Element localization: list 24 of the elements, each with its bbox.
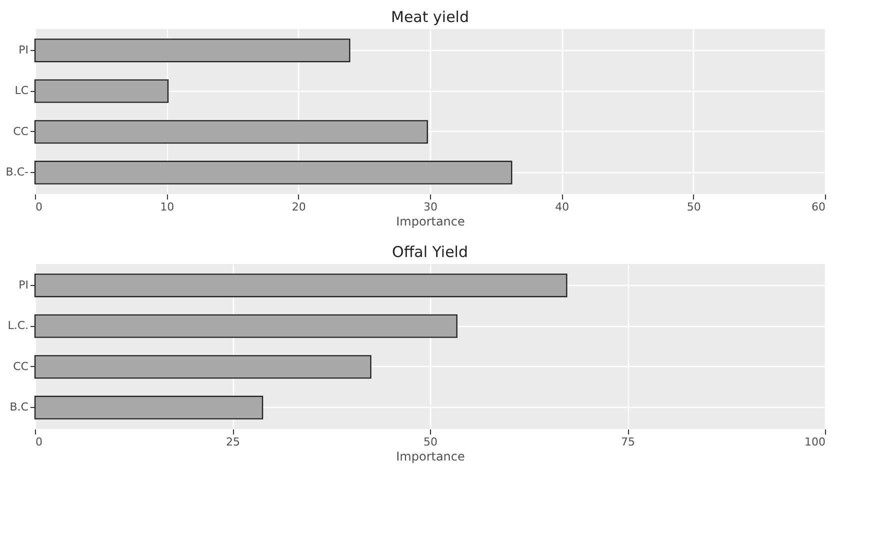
chart-title: Meat yield <box>391 8 469 26</box>
x-tick-label: 60 <box>812 200 826 214</box>
x-tick-label: 50 <box>424 436 438 448</box>
x-tick-label: 75 <box>621 436 635 448</box>
x-tick-label: 100 <box>804 436 826 448</box>
x-tick-label: 0 <box>36 436 42 448</box>
x-tick-label: 50 <box>686 200 701 214</box>
y-tick-label: L.C. <box>8 319 28 332</box>
x-tick-label: 25 <box>226 436 240 448</box>
x-tick-label: 40 <box>555 200 570 214</box>
x-axis-title: Importance <box>396 450 465 464</box>
y-tick-label: PI <box>18 43 28 56</box>
x-axis-title: Importance <box>396 214 465 228</box>
y-tick-label: CC <box>13 124 29 138</box>
x-tick-label: 10 <box>160 200 174 214</box>
x-tick-label: 0 <box>36 200 42 214</box>
y-tick-label: LC <box>14 84 29 98</box>
x-tick-label: 20 <box>292 200 306 214</box>
y-tick-label: CC <box>13 360 29 373</box>
chart-title: Offal Yield <box>392 243 468 261</box>
x-tick-label: 30 <box>424 200 438 214</box>
y-tick-label: B.C <box>10 400 29 414</box>
y-tick-label: B.C- <box>6 166 29 179</box>
y-tick-label: PI <box>18 278 28 292</box>
